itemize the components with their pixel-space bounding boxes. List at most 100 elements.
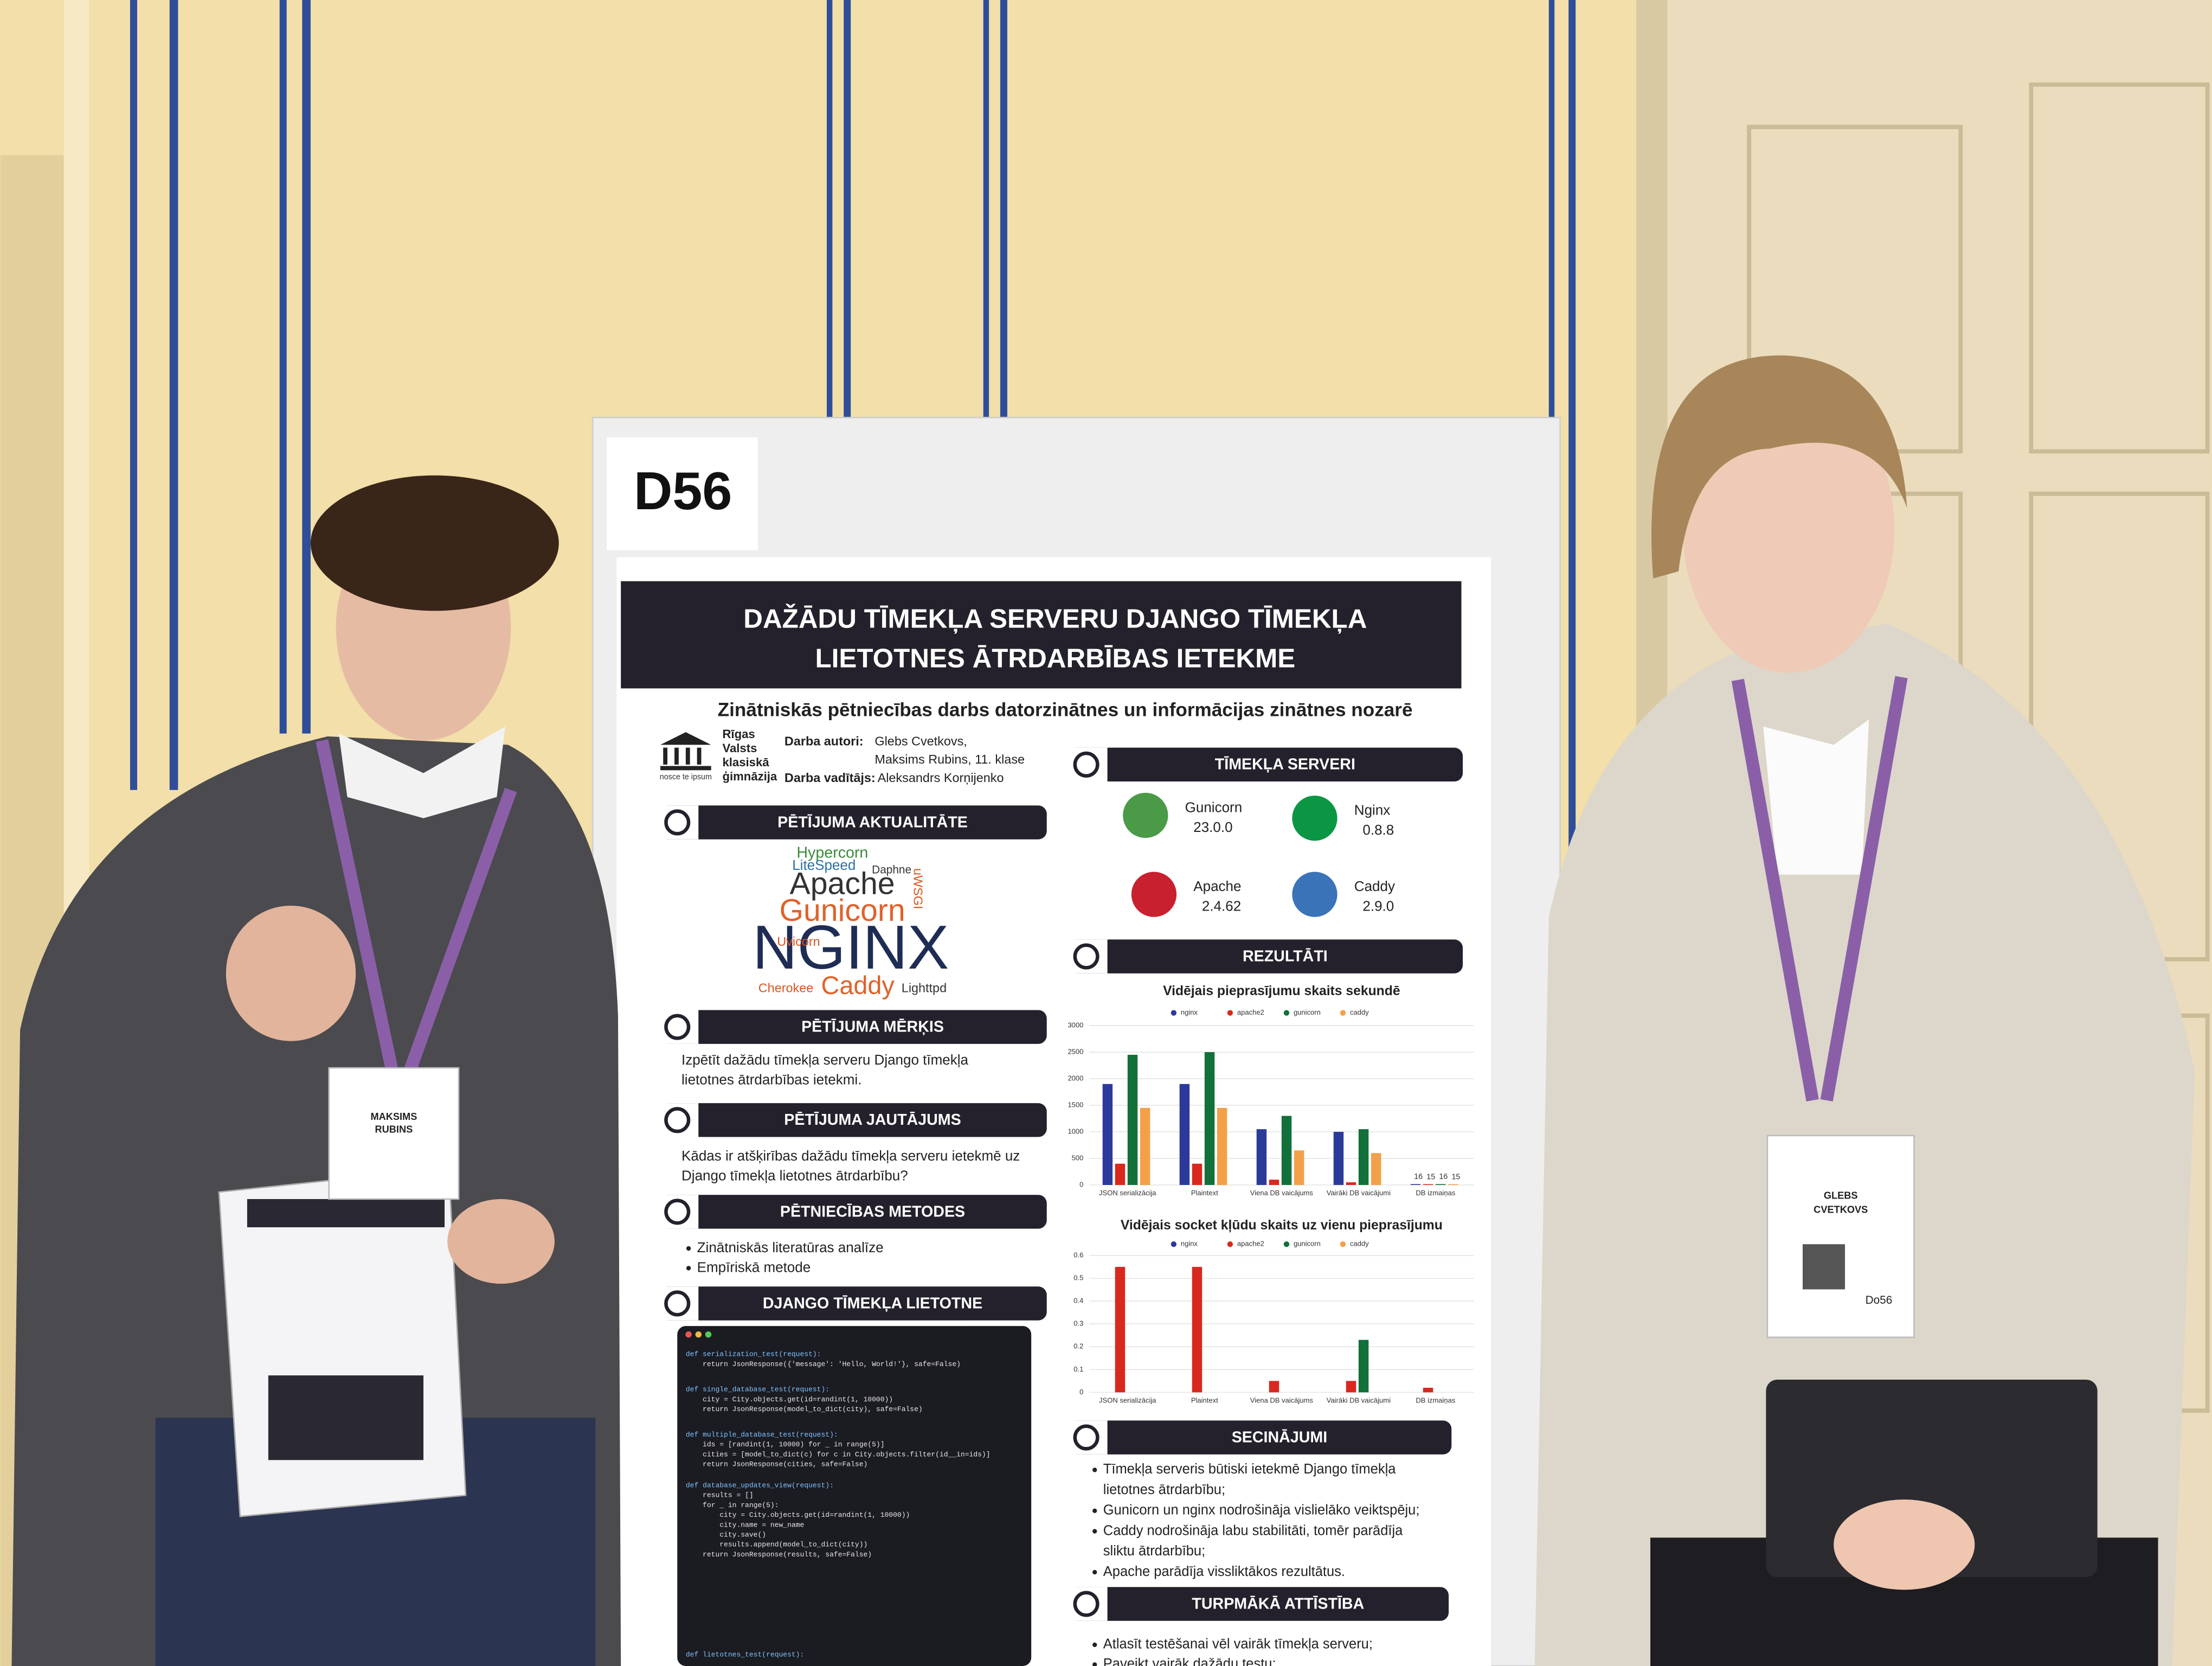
section-header-bar (659, 1195, 1047, 1229)
legend-swatch (1171, 1010, 1177, 1016)
y-tick-label: 0 (1079, 1180, 1083, 1188)
bar (1410, 1184, 1421, 1185)
person-left-hand (447, 1199, 555, 1284)
word-cloud-word: Hypercorn (796, 844, 868, 861)
section-heading: TĪMEKĻA SERVERI (1215, 756, 1355, 773)
legend-swatch (1227, 1010, 1233, 1016)
legend-label: gunicorn (1294, 1240, 1321, 1248)
server-version: 2.4.62 (1202, 898, 1241, 914)
school-name: klasiskā (722, 755, 769, 769)
bar (1358, 1129, 1369, 1185)
bar-value-label: 15 (1426, 1172, 1435, 1181)
bullet-dot (686, 1246, 691, 1251)
word-cloud-word: uWSGI (911, 868, 925, 909)
bar (1115, 1267, 1126, 1393)
word-cloud-word: NGINX (753, 913, 949, 982)
chart-title: Vidējais socket kļūdu skaits uz vienu pi… (1121, 1218, 1443, 1233)
school-logo (660, 732, 711, 771)
code-line: for _ in range(5): (686, 1501, 779, 1509)
x-tick-label: DB izmaiņas (1416, 1189, 1455, 1197)
section-heading: REZULTĀTI (1243, 947, 1328, 965)
server-logo (1131, 872, 1177, 917)
paragraph: Django tīmekļa lietotnes ātrdarbību? (681, 1167, 908, 1183)
code-line: city.save() (686, 1531, 766, 1539)
person-left-hair (310, 475, 559, 611)
section-header-bar (1068, 939, 1463, 973)
bar (1192, 1163, 1203, 1185)
section-icon (664, 1014, 691, 1040)
x-tick-label: Vairāki DB vaicājumi (1327, 1189, 1391, 1197)
code-line: def serialization_test(request): (686, 1350, 821, 1359)
code-line: return JsonResponse(model_to_dict(city),… (686, 1405, 923, 1413)
person-right-hand (1834, 1500, 1975, 1590)
legend-label: apache2 (1237, 1240, 1264, 1248)
legend-label: caddy (1350, 1240, 1369, 1248)
handout-title-bar (247, 1199, 445, 1228)
server-logo (1123, 792, 1168, 838)
authors-label: Darba autori: (785, 734, 864, 748)
window-dot (685, 1331, 692, 1338)
bullet-text: Apache parādīja vissliktākos rezultātus. (1103, 1564, 1345, 1579)
y-tick-label: 1000 (1068, 1127, 1083, 1135)
bar (1179, 1084, 1190, 1185)
legend-label: apache2 (1237, 1008, 1264, 1016)
section-header-bar (659, 805, 1047, 840)
section-heading: PĒTĪJUMA JAUTĀJUMS (784, 1111, 961, 1129)
window-dot (705, 1331, 712, 1338)
x-tick-label: Plaintext (1191, 1189, 1218, 1197)
word-cloud-word: Apache (790, 867, 895, 901)
server-version: 23.0.0 (1193, 819, 1232, 835)
bar (1269, 1381, 1279, 1393)
code-line: cities = [model_to_dict(c) for c in City… (686, 1450, 991, 1458)
code-line: ids = [randint(1, 10000) for _ in range(… (686, 1440, 885, 1449)
x-tick-label: Viena DB vaicājums (1250, 1396, 1314, 1404)
paragraph: Izpētīt dažādu tīmekļa serveru Django tī… (681, 1052, 968, 1068)
bar-value-label: 16 (1439, 1172, 1448, 1181)
code-line: def database_updates_view(request): (686, 1481, 834, 1489)
person-left-lanyard (316, 739, 517, 1074)
code-line: city.name = new_name (686, 1521, 804, 1529)
code-line: city = City.objects.get(id=randint(1, 10… (686, 1511, 910, 1519)
code-window (677, 1326, 1032, 1666)
section-header-bar (659, 1103, 1047, 1137)
badge-name: RUBINS (375, 1124, 413, 1135)
school-motto: nosce te ipsum (660, 773, 712, 781)
bar (1423, 1387, 1433, 1393)
section-heading: TURPMĀKĀ ATTĪSTĪBA (1192, 1595, 1364, 1612)
server-logo (1292, 872, 1338, 917)
author: Maksims Rubins, 11. klase (874, 752, 1025, 766)
bullet-text: sliktu ātrdarbību; (1103, 1543, 1205, 1559)
poster-subtitle: Zinātniskās pētniecības darbs datorzināt… (718, 699, 1413, 720)
y-tick-label: 2500 (1068, 1047, 1083, 1055)
bullet-text: Caddy nodrošināja labu stabilitāti, tomē… (1103, 1523, 1403, 1538)
supervisor-label: Darba vadītājs: (785, 771, 876, 785)
bullet-text: Zinātniskās literatūras analīze (697, 1239, 884, 1255)
y-tick-label: 0.3 (1073, 1319, 1083, 1328)
bullet-dot (1092, 1662, 1097, 1666)
section-icon (664, 1290, 691, 1317)
section-icon (664, 809, 691, 836)
board-label: D56 (634, 461, 732, 521)
bar (1140, 1107, 1150, 1185)
bar (1217, 1107, 1227, 1185)
y-tick-label: 0.4 (1073, 1297, 1083, 1305)
section-header-bar (659, 1286, 1047, 1321)
y-tick-label: 0.5 (1073, 1274, 1083, 1282)
x-tick-label: JSON serializācija (1099, 1189, 1156, 1197)
section-heading: PĒTNIECĪBAS METODES (780, 1203, 965, 1220)
bar (1102, 1084, 1113, 1185)
x-tick-label: Vairāki DB vaicājumi (1327, 1396, 1391, 1404)
section-icon (664, 1199, 691, 1225)
bar (1269, 1180, 1279, 1185)
person-right-shirt (1763, 719, 1869, 875)
chart-title: Vidējais pieprasījumu skaits sekundē (1163, 984, 1400, 998)
badge-name: GLEBS (1824, 1190, 1858, 1201)
bar (1256, 1129, 1267, 1185)
legend-label: nginx (1181, 1240, 1198, 1248)
y-tick-label: 0.1 (1073, 1365, 1083, 1373)
server-name: Apache (1193, 878, 1241, 894)
legend-swatch (1283, 1241, 1290, 1247)
bullet-text: Paveikt vairāk dažādu testu; (1103, 1656, 1276, 1666)
y-tick-label: 0.2 (1073, 1342, 1083, 1350)
